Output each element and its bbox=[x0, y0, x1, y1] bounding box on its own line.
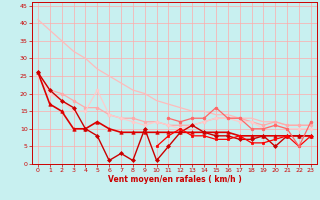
X-axis label: Vent moyen/en rafales ( km/h ): Vent moyen/en rafales ( km/h ) bbox=[108, 175, 241, 184]
